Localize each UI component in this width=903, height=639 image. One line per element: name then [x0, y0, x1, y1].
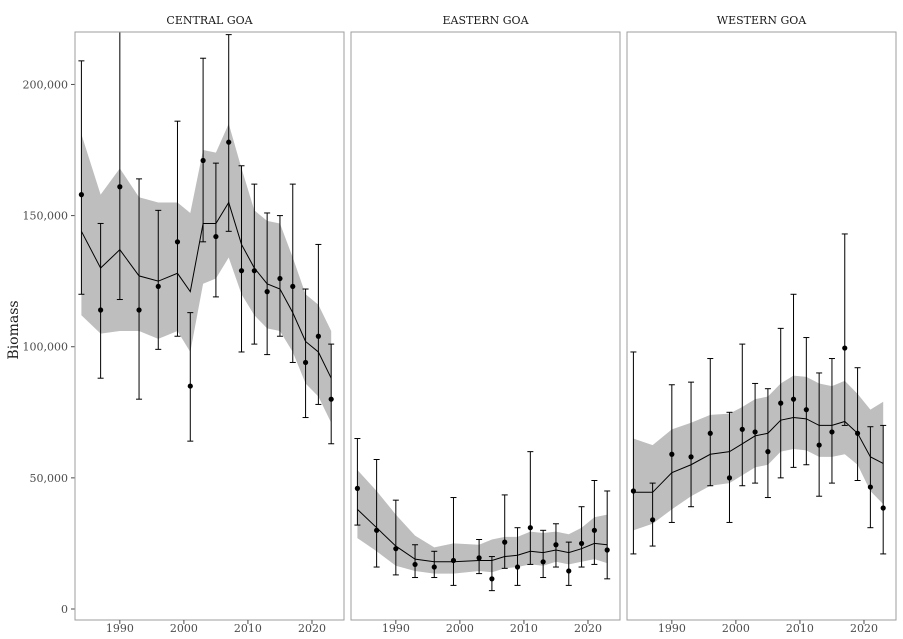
- data-point: [790, 396, 797, 402]
- x-tick-label: 2010: [234, 622, 262, 635]
- y-tick-label: 0: [61, 603, 68, 616]
- x-tick-label: 2020: [574, 622, 602, 635]
- data-point: [604, 547, 610, 553]
- data-point: [650, 517, 656, 523]
- data-point: [707, 430, 713, 436]
- panel-border: [626, 31, 897, 621]
- confidence-ribbon: [357, 469, 608, 574]
- data-point: [578, 540, 585, 547]
- data-point: [431, 564, 437, 570]
- data-point: [540, 559, 546, 565]
- data-point: [688, 454, 694, 460]
- data-point: [251, 268, 257, 274]
- data-point: [393, 546, 399, 552]
- data-point: [450, 557, 457, 564]
- data-point: [187, 383, 193, 389]
- data-point: [553, 542, 559, 548]
- x-tick-label: 2020: [850, 622, 878, 635]
- data-point: [778, 400, 784, 406]
- data-point: [842, 345, 848, 351]
- panel-strip-label: EASTERN GOA: [442, 14, 529, 27]
- data-point: [765, 449, 771, 455]
- data-point: [328, 396, 334, 402]
- data-point: [816, 442, 822, 448]
- data-point: [591, 527, 597, 533]
- y-tick-label: 200,000: [23, 78, 69, 91]
- data-point: [566, 568, 572, 574]
- panel-border: [74, 31, 345, 621]
- data-point: [136, 307, 142, 313]
- panel-strip-label: WESTERN GOA: [717, 14, 807, 27]
- x-tick-label: 2010: [786, 622, 814, 635]
- data-point: [476, 555, 482, 561]
- panel-strip-label: CENTRAL GOA: [166, 14, 253, 27]
- data-point: [489, 576, 495, 582]
- data-point: [302, 359, 309, 366]
- x-tick-label: 2010: [510, 622, 538, 635]
- x-tick-label: 1990: [658, 622, 686, 635]
- data-point: [213, 233, 219, 240]
- data-point: [854, 430, 861, 436]
- y-tick-label: 100,000: [23, 341, 69, 354]
- estimate-line: [80, 201, 332, 379]
- data-point: [514, 564, 521, 570]
- x-tick-label: 1990: [106, 622, 134, 635]
- data-point: [374, 527, 380, 533]
- panel-background: [627, 32, 896, 620]
- confidence-ribbon: [81, 123, 332, 423]
- data-point: [238, 268, 245, 274]
- data-point: [527, 525, 533, 531]
- data-point: [200, 157, 206, 164]
- data-point: [264, 289, 270, 295]
- y-axis-label: Biomass: [6, 300, 22, 359]
- data-point: [354, 485, 361, 491]
- x-tick-label: 2000: [170, 622, 198, 635]
- data-point: [739, 426, 745, 432]
- data-point: [803, 407, 809, 413]
- data-point: [412, 561, 418, 568]
- data-point: [78, 192, 85, 198]
- x-tick-label: 2000: [446, 622, 474, 635]
- data-point: [880, 505, 886, 511]
- panel-eastern-goa: EASTERN GOA 1990 2000 2010 2020: [350, 14, 621, 635]
- data-point: [669, 451, 675, 457]
- x-tick-label: 2020: [298, 622, 326, 635]
- data-point: [226, 139, 232, 145]
- data-point: [277, 275, 283, 282]
- confidence-ribbon: [633, 375, 884, 531]
- panel-border: [350, 31, 621, 621]
- data-point: [290, 283, 296, 290]
- data-point: [98, 307, 104, 313]
- data-point: [867, 484, 873, 490]
- x-tick-label: 1990: [382, 622, 410, 635]
- y-tick-label: 50,000: [30, 472, 69, 485]
- data-point: [155, 283, 161, 290]
- panel-central-goa: CENTRAL GOA 1990 2000 2010 2020: [74, 14, 345, 635]
- x-tick-label: 2000: [722, 622, 750, 635]
- data-point: [174, 239, 181, 245]
- data-point: [726, 475, 733, 481]
- data-point: [315, 333, 321, 339]
- data-point: [502, 539, 508, 545]
- data-point: [117, 184, 123, 190]
- y-tick-label: 150,000: [23, 210, 69, 223]
- data-point: [752, 429, 758, 435]
- data-point: [829, 429, 835, 435]
- data-point: [630, 488, 637, 494]
- panel-western-goa: WESTERN GOA 1990 2000 2010 2020: [626, 14, 897, 635]
- estimate-line: [633, 417, 884, 493]
